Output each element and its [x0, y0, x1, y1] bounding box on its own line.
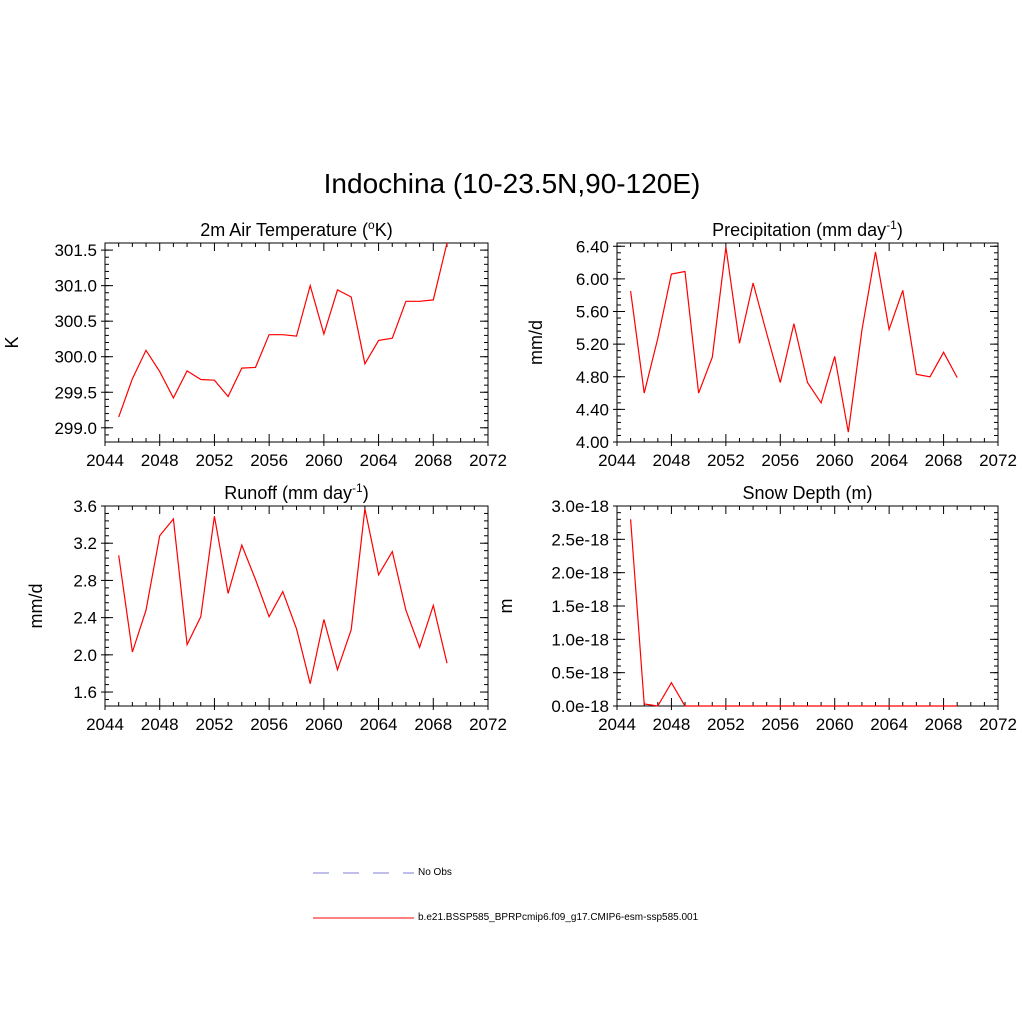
x-tick-label: 2068: [925, 715, 963, 734]
x-tick-label: 2056: [250, 451, 288, 470]
x-tick-label: 2068: [414, 715, 452, 734]
x-tick-label: 2060: [816, 715, 854, 734]
y-tick-label: 301.0: [54, 277, 97, 296]
x-tick-label: 2064: [360, 715, 398, 734]
y-tick-label: 2.8: [73, 571, 97, 590]
x-tick-label: 2056: [761, 451, 799, 470]
y-tick-label: 3.6: [73, 497, 97, 516]
y-tick-label: 2.5e-18: [551, 530, 609, 549]
x-tick-label: 2044: [598, 715, 636, 734]
x-tick-label: 2068: [414, 451, 452, 470]
x-tick-label: 2048: [141, 715, 179, 734]
y-tick-label: 2.4: [73, 609, 97, 628]
y-tick-label: 2.0: [73, 646, 97, 665]
panel-title-runoff: Runoff (mm day-1): [224, 481, 368, 503]
panel-runoff: 2044 2048 2052 2056 2060 2064 2068 2072 1.6 2.0 2.…: [26, 481, 507, 734]
y-tick-label: 4.80: [576, 368, 609, 387]
y-tick-label: 2.0e-18: [551, 564, 609, 583]
panel-title-temperature: 2m Air Temperature (oK): [200, 218, 392, 240]
x-tick-label: 2052: [196, 715, 234, 734]
x-tick-label: 2060: [305, 451, 343, 470]
y-tick-label: 301.5: [54, 241, 97, 260]
panel-snow: 2044 2048 2052 2056 2060 2064 2068 2072 0.0e-18 0…: [496, 483, 1017, 734]
x-tick-label: 2052: [196, 451, 234, 470]
series-line-snow: [630, 519, 958, 707]
x-tick-label: 2060: [305, 715, 343, 734]
x-tick-label: 2072: [979, 451, 1017, 470]
y-tick-label: 1.6: [73, 683, 97, 702]
x-tick-label: 2048: [141, 451, 179, 470]
x-tick-label: 2048: [653, 715, 691, 734]
y-tick-label: 3.2: [73, 534, 97, 553]
y-tick-label: 0.0e-18: [551, 697, 609, 716]
panel-title-snow: Snow Depth (m): [742, 483, 872, 503]
y-tick-label: 299.0: [54, 419, 97, 438]
x-tick-label: 2056: [250, 715, 288, 734]
y-tick-label: 4.00: [576, 433, 609, 452]
y-tick-label: 6.40: [576, 237, 609, 256]
plot-frame-snow: [616, 505, 999, 707]
panel-temperature: 2044 2048 2052 2056 2060 2064 2068 2072 299.0 299…: [2, 218, 507, 470]
y-axis-label-snow: m: [496, 599, 516, 614]
y-axis-label-temperature: K: [2, 336, 22, 348]
legend-label-obs: No Obs: [418, 867, 452, 878]
figure-title: Indochina (10-23.5N,90-120E): [323, 168, 701, 199]
y-tick-label: 6.00: [576, 270, 609, 289]
x-tick-label: 2056: [761, 715, 799, 734]
x-tick-label: 2048: [653, 451, 691, 470]
plot-frame-temperature: [104, 242, 489, 443]
series-line-precip: [630, 247, 958, 433]
x-tick-label: 2052: [707, 715, 745, 734]
y-tick-label: 1.5e-18: [551, 597, 609, 616]
series-line-runoff: [118, 508, 448, 684]
x-tick-label: 2044: [86, 715, 124, 734]
x-tick-label: 2072: [469, 451, 507, 470]
x-tick-label: 2052: [707, 451, 745, 470]
x-tick-label: 2044: [86, 451, 124, 470]
legend-label-model: b.e21.BSSP585_BPRPcmip6.f09_g17.CMIP6-es…: [418, 912, 699, 923]
y-axis-label-precip: mm/d: [526, 320, 546, 365]
y-tick-label: 1.0e-18: [551, 630, 609, 649]
y-tick-label: 300.5: [54, 312, 97, 331]
x-tick-label: 2044: [598, 451, 636, 470]
y-tick-label: 299.5: [54, 383, 97, 402]
x-tick-label: 2064: [870, 451, 908, 470]
panel-precip: 2044 2048 2052 2056 2060 2064 2068 2072 4.00 4.40…: [526, 218, 1017, 470]
y-tick-label: 4.40: [576, 400, 609, 419]
y-tick-label: 300.0: [54, 348, 97, 367]
plot-frame-runoff: [104, 505, 489, 707]
x-tick-label: 2064: [360, 451, 398, 470]
y-tick-label: 5.60: [576, 303, 609, 322]
y-tick-label: 0.5e-18: [551, 664, 609, 683]
x-tick-label: 2060: [816, 451, 854, 470]
x-tick-label: 2068: [925, 451, 963, 470]
y-tick-label: 5.20: [576, 335, 609, 354]
x-tick-label: 2072: [979, 715, 1017, 734]
plot-frame-precip: [616, 242, 999, 443]
series-line-temperature: [118, 242, 448, 418]
x-tick-label: 2064: [870, 715, 908, 734]
y-tick-label: 3.0e-18: [551, 497, 609, 516]
panel-title-precip: Precipitation (mm day-1): [712, 218, 903, 240]
x-tick-label: 2072: [469, 715, 507, 734]
y-axis-label-runoff: mm/d: [26, 584, 46, 629]
